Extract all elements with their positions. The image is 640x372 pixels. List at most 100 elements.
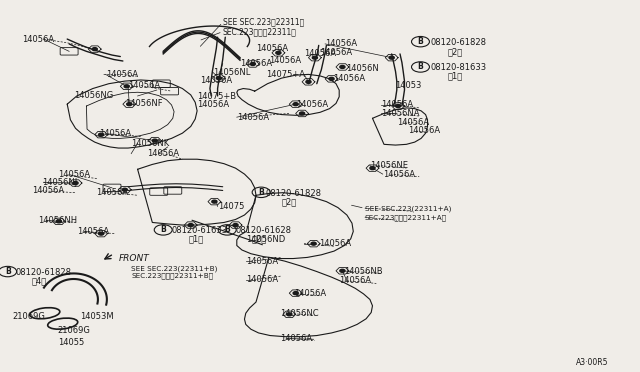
Circle shape <box>216 77 221 80</box>
Text: 14075: 14075 <box>218 202 244 211</box>
Text: 14056A: 14056A <box>269 56 301 65</box>
Circle shape <box>56 220 61 223</box>
Text: 14056NF: 14056NF <box>125 99 163 108</box>
Text: 14056NG: 14056NG <box>74 92 113 100</box>
Circle shape <box>312 56 317 59</box>
Text: 14056A: 14056A <box>246 275 278 284</box>
Text: SEE SEC.223(22311+A): SEE SEC.223(22311+A) <box>365 205 451 212</box>
Text: 14056A: 14056A <box>296 100 328 109</box>
Text: SEE SEC.223（22311）: SEE SEC.223（22311） <box>223 18 304 27</box>
Text: 14075+B: 14075+B <box>197 92 236 101</box>
Circle shape <box>92 48 97 51</box>
Circle shape <box>311 242 316 245</box>
Text: A3·00R5: A3·00R5 <box>575 358 608 367</box>
Circle shape <box>396 105 401 108</box>
Circle shape <box>73 182 78 185</box>
Text: 14056A: 14056A <box>256 44 288 53</box>
Circle shape <box>370 167 375 170</box>
Circle shape <box>152 139 157 142</box>
Text: 14056A: 14056A <box>320 48 352 57</box>
Text: B: B <box>161 225 166 234</box>
Circle shape <box>212 200 217 203</box>
Text: 14056NL: 14056NL <box>213 68 250 77</box>
Text: B: B <box>225 225 230 234</box>
Text: 14056NJ: 14056NJ <box>42 178 77 187</box>
Text: 14055: 14055 <box>58 339 84 347</box>
Text: 14056A: 14056A <box>106 70 138 79</box>
Text: 14056A: 14056A <box>319 239 351 248</box>
Text: 08120-61828: 08120-61828 <box>266 189 321 198</box>
Text: 08120-61828: 08120-61828 <box>430 38 486 47</box>
Circle shape <box>99 232 104 235</box>
Text: B: B <box>418 37 423 46</box>
Circle shape <box>124 85 129 88</box>
Text: 14056A: 14056A <box>147 149 179 158</box>
Text: 14056A: 14056A <box>280 334 312 343</box>
Circle shape <box>99 133 104 136</box>
Circle shape <box>340 269 345 272</box>
Text: 14056A: 14056A <box>246 257 278 266</box>
Text: 14075+A: 14075+A <box>266 70 305 79</box>
Text: 14056N: 14056N <box>346 64 378 73</box>
Text: 14056NC: 14056NC <box>280 309 318 318</box>
Text: （1）: （1） <box>448 72 463 81</box>
Text: 14056A: 14056A <box>339 276 371 285</box>
Circle shape <box>276 51 281 54</box>
Circle shape <box>293 103 298 106</box>
Circle shape <box>293 292 298 295</box>
Text: 14056A: 14056A <box>383 170 415 179</box>
Text: 14056NA: 14056NA <box>381 109 419 118</box>
Text: 21069G: 21069G <box>13 312 45 321</box>
Circle shape <box>340 65 345 68</box>
Text: 14056A: 14056A <box>240 59 272 68</box>
Text: B: B <box>259 188 264 197</box>
Text: 08120-61633: 08120-61633 <box>172 226 228 235</box>
Text: 14056A: 14056A <box>294 289 326 298</box>
Circle shape <box>127 103 132 106</box>
Text: 14056A: 14056A <box>22 35 54 44</box>
Text: 14056NE: 14056NE <box>370 161 408 170</box>
Text: SEE SEC.223(22311+B): SEE SEC.223(22311+B) <box>131 265 218 272</box>
Text: 08120-61628: 08120-61628 <box>236 226 292 235</box>
Text: 14056A: 14056A <box>32 186 64 195</box>
Text: 08120-81633: 08120-81633 <box>430 63 486 72</box>
Text: （2）: （2） <box>282 197 297 206</box>
Text: 14056NK: 14056NK <box>131 139 170 148</box>
Text: 14056NB: 14056NB <box>344 267 383 276</box>
Text: 14056A: 14056A <box>77 227 109 236</box>
Text: 14056A: 14056A <box>200 76 232 85</box>
Circle shape <box>329 77 334 80</box>
Text: SEC.223参図（22311+B）: SEC.223参図（22311+B） <box>131 273 213 279</box>
Text: 14056A: 14056A <box>99 129 131 138</box>
Text: 14056A: 14056A <box>128 81 160 90</box>
Text: 14056ND: 14056ND <box>246 235 285 244</box>
Circle shape <box>300 112 305 115</box>
Text: 14056A: 14056A <box>333 74 365 83</box>
Text: 14056A: 14056A <box>381 100 413 109</box>
Text: 14056A: 14056A <box>197 100 229 109</box>
Circle shape <box>306 80 311 83</box>
Text: 14053M: 14053M <box>80 312 114 321</box>
Text: 21069G: 21069G <box>58 326 90 335</box>
Text: 14056A: 14056A <box>397 118 429 126</box>
Text: 14056NH: 14056NH <box>38 216 77 225</box>
Text: 14056A: 14056A <box>96 188 128 197</box>
Text: （1）: （1） <box>189 234 204 243</box>
Text: （4）: （4） <box>32 276 47 285</box>
Text: 14056A: 14056A <box>325 39 357 48</box>
Circle shape <box>233 224 238 227</box>
Circle shape <box>287 313 292 316</box>
Text: B: B <box>5 267 10 276</box>
Circle shape <box>188 224 193 227</box>
Circle shape <box>250 62 255 65</box>
Text: SEC.223参図（22311+A）: SEC.223参図（22311+A） <box>365 214 447 221</box>
Text: 08120-61828: 08120-61828 <box>16 268 72 277</box>
Text: 14056A: 14056A <box>304 49 336 58</box>
Text: （2）: （2） <box>448 48 463 57</box>
Circle shape <box>122 188 127 191</box>
Text: 14056A: 14056A <box>58 170 90 179</box>
Text: 14056A: 14056A <box>408 126 440 135</box>
Text: 14056A: 14056A <box>237 113 269 122</box>
Text: 14053: 14053 <box>396 81 422 90</box>
Circle shape <box>389 56 394 59</box>
